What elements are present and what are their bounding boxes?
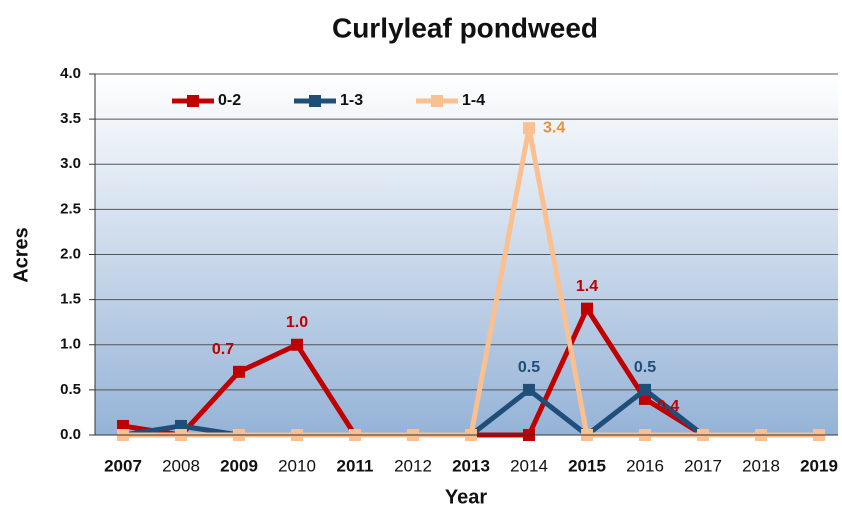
x-tick-label: 2009	[220, 456, 258, 475]
x-axis-label: Year	[445, 486, 487, 508]
data-label: 0.5	[634, 359, 656, 376]
x-tick-label: 2008	[162, 456, 200, 475]
y-tick-label: 3.5	[60, 110, 81, 127]
y-tick-label: 1.5	[60, 291, 81, 308]
x-tick-label: 2007	[104, 456, 142, 475]
marker	[523, 122, 535, 135]
y-tick-label: 1.0	[60, 336, 81, 353]
marker	[233, 365, 245, 378]
x-tick-label: 2012	[394, 456, 432, 475]
data-label: 0.7	[212, 341, 234, 358]
legend-label: 1-4	[462, 92, 485, 109]
chart-title: Curlyleaf pondweed	[332, 12, 598, 43]
y-tick-label: 4.0	[60, 65, 81, 82]
y-tick-label: 2.5	[60, 200, 81, 217]
marker	[639, 383, 651, 396]
x-tick-label: 2018	[742, 456, 780, 475]
x-tick-label: 2011	[337, 456, 374, 475]
x-tick-label: 2017	[684, 456, 722, 475]
y-tick-label: 0.5	[60, 381, 81, 398]
x-tick-label: 2014	[510, 456, 548, 475]
marker	[175, 419, 187, 432]
data-label: 3.4	[543, 119, 565, 136]
y-tick-label: 3.0	[60, 155, 81, 172]
marker	[639, 392, 651, 405]
legend-marker	[309, 95, 321, 107]
y-tick-label: 2.0	[60, 245, 81, 262]
legend-label: 1-3	[340, 92, 363, 109]
x-tick-label: 2019	[800, 456, 838, 475]
marker	[117, 419, 129, 432]
data-label: 1.0	[286, 314, 308, 331]
data-label: 0.4	[657, 398, 679, 415]
data-label: 1.4	[576, 278, 598, 295]
data-label: 0.5	[518, 359, 540, 376]
marker	[581, 302, 593, 315]
x-tick-label: 2010	[278, 456, 316, 475]
legend-label: 0-2	[218, 92, 241, 109]
marker	[291, 338, 303, 351]
x-tick-label: 2016	[626, 456, 664, 475]
x-tick-label: 2015	[568, 456, 606, 475]
y-axis-label: Acres	[10, 227, 32, 283]
x-tick-label: 2013	[452, 456, 490, 475]
legend-marker	[187, 95, 199, 107]
y-tick-label: 0.0	[60, 426, 81, 443]
marker	[523, 383, 535, 396]
legend-marker	[431, 95, 443, 107]
